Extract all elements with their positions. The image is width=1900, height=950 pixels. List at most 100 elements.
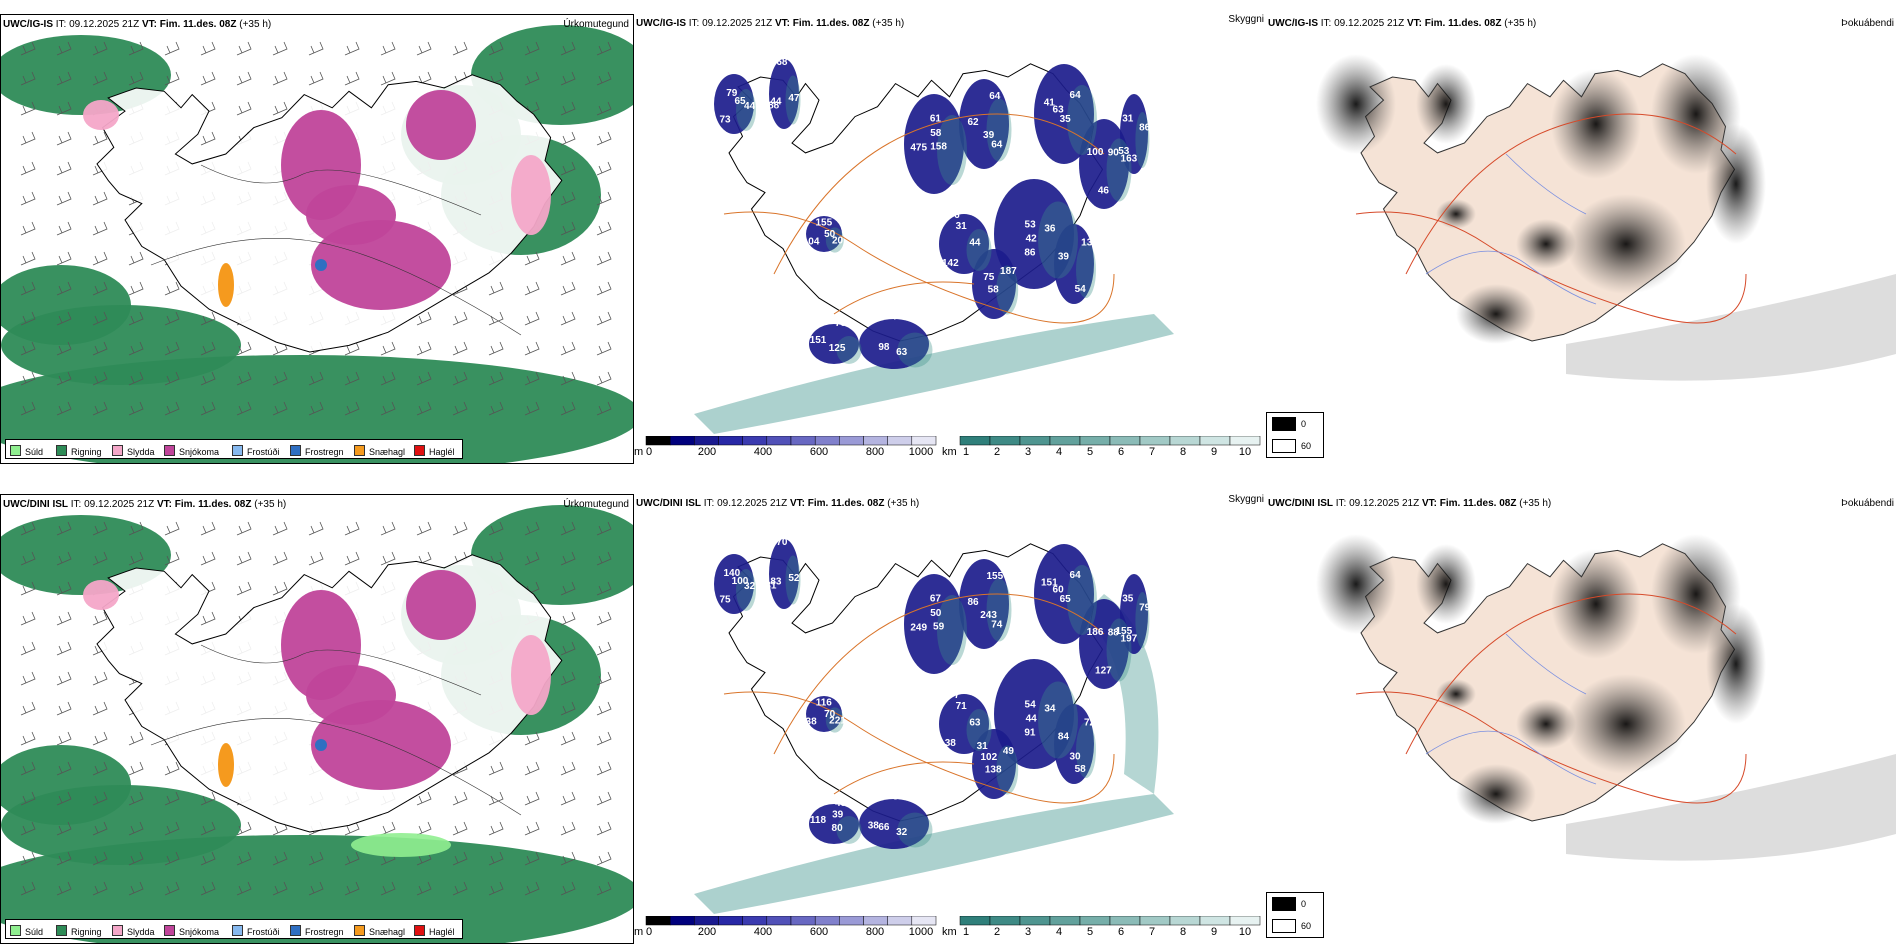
cloud-base-value: 62 [967,117,979,128]
cloud-base-value: 90 [1108,148,1120,159]
cloud-base-value: 58 [1075,764,1087,775]
cloud-base-value: 73 [719,115,731,126]
precip-map-bottom [1,505,633,943]
cloud-base-value: 75 [719,595,731,606]
colorbar-segment [1139,436,1171,446]
colorbar-segment [863,916,888,926]
colorbar-segment [742,916,768,926]
colorbar-segment [790,436,816,446]
colorbar-segment [839,916,864,926]
cloud-base-value: 44 [744,101,756,112]
cloud-base-value: 39 [832,809,844,820]
legend-swatch-hail [414,445,425,456]
cloud-base-value: 68 [776,57,788,68]
cloud-base-value: 155 [1115,626,1132,637]
legend-swatch-graupel [354,445,365,456]
cloud-base-value: 142 [942,258,959,269]
fog-panel-bottom: UWC/DINI ISL IT: 09.12.2025 21Z VT: Fim.… [1266,494,1900,944]
colorbar-segment [989,436,1021,446]
cloud-base-value: 475 [910,142,927,153]
cloud-base-value: 63 [969,718,981,729]
cloud-base-colorbar: m 0 200 400 600 800 1000 [634,916,939,942]
legend-swatch-freezing-rain [290,445,301,456]
colorbar-segment [1079,436,1111,446]
cloud-base-value: 98 [878,342,890,353]
colorbar-segment [989,916,1021,926]
panel-title: Skyggni [1228,14,1264,25]
cloud-base-value: 140 [723,568,740,579]
cloud-base-value: 64 [1070,90,1082,101]
cloud-base-value: 155 [815,218,832,229]
precip-legend: Súld Rigning Slydda Snjókoma Frostúði Fr… [5,439,463,459]
panel-header: UWC/DINI ISL IT: 09.12.2025 21Z VT: Fim.… [636,498,920,509]
fog-map-top [1316,54,1896,381]
panel-title: Þokuábendi [1841,498,1894,509]
cloud-base-value: 79 [726,88,738,99]
colorbar-segment [887,916,913,926]
colorbar-segment [959,436,991,446]
cloud-base-value: 187 [1000,266,1017,277]
cloud-base-value: 31 [1122,113,1134,124]
colorbar-segment [1109,436,1141,446]
colorbar-segment [814,436,840,446]
cloud-base-value: 32 [744,581,756,592]
legend-swatch-rain [56,925,67,936]
cloud-base-value: 197 [1121,633,1138,644]
cloud-base-value: 50 [824,229,836,240]
panel-header: UWC/IG-IS IT: 09.12.2025 21Z VT: Fim. 11… [3,19,272,30]
cloud-base-value: 31 [956,221,968,232]
panel-header: UWC/DINI ISL IT: 09.12.2025 21Z VT: Fim.… [1268,498,1552,509]
colorbar-segment [1169,916,1201,926]
legend-swatch-sleet [112,925,123,936]
cloud-base-value: 65 [1060,594,1072,605]
cloud-base-value: 53 [1118,146,1130,157]
cloud-base-value: 44 [969,238,981,249]
cloud-base-value: 39 [983,130,995,141]
cloud-base-value: 63 [1053,105,1065,116]
cloud-base-value: 127 [1095,665,1112,676]
cloud-base-value: 71 [956,701,968,712]
precip-map-top [1,25,633,463]
cloud-base-value: 65 [734,96,746,107]
cloud-base-value: 44 [770,96,782,107]
cloud-base-value: 42 [1026,233,1038,244]
colorbar-segment [839,436,864,446]
colorbar-segment [669,916,695,926]
cloud-base-value: 70 [776,537,788,548]
legend-swatch-freezing-drizzle [232,445,243,456]
colorbar-segment [766,916,792,926]
cloud-base-value: 47 [788,93,800,104]
fog-legend: 0 60 [1266,412,1324,458]
colorbar-segment [766,436,792,446]
cloud-base-value: 155 [986,571,1003,582]
panel-title: Úrkomutegund [563,19,629,30]
cloud-base-value: 60 [1053,585,1065,596]
cloud-base-value: 158 [930,141,947,152]
cloud-base-value: 75 [983,272,995,283]
colorbar-segment [1019,436,1051,446]
cloud-base-value: 34 [1044,703,1056,714]
cloud-base-colorbar: m 0 200 400 600 800 1000 [634,436,939,462]
colorbar-segment [1019,916,1051,926]
colorbar-segment [911,916,937,926]
legend-swatch-freezing-drizzle [232,925,243,936]
precip-legend: Súld Rigning Slydda Snjókoma Frostúði Fr… [5,919,463,939]
colorbar-segment [1199,436,1231,446]
visibility-panel-bottom: 100 83 67 74 60 88 91 77 70 66 49 58 102 79 75 70 59 86 64… [634,494,1266,944]
precip-type-panel-bottom: UWC/DINI ISL IT: 09.12.2025 21Z VT: Fim.… [0,494,634,944]
cloud-base-value: 186 [1087,627,1104,638]
cloud-base-value: 58 [930,128,942,139]
legend-swatch-snow [164,445,175,456]
cloud-base-value: 39 [1058,252,1070,263]
cloud-base-value: 31 [977,741,989,752]
legend-swatch-graupel [354,925,365,936]
colorbar-segment [1139,916,1171,926]
cloud-base-value: 38 [868,820,880,831]
cloud-base-value: 61 [930,114,942,125]
cloud-base-value: 70 [824,709,836,720]
colorbar-segment [863,436,888,446]
cloud-base-value: 91 [1024,728,1036,739]
cloud-base-value: 80 [832,823,844,834]
cloud-base-value: 88 [1108,628,1120,639]
colorbar-segment [694,916,719,926]
